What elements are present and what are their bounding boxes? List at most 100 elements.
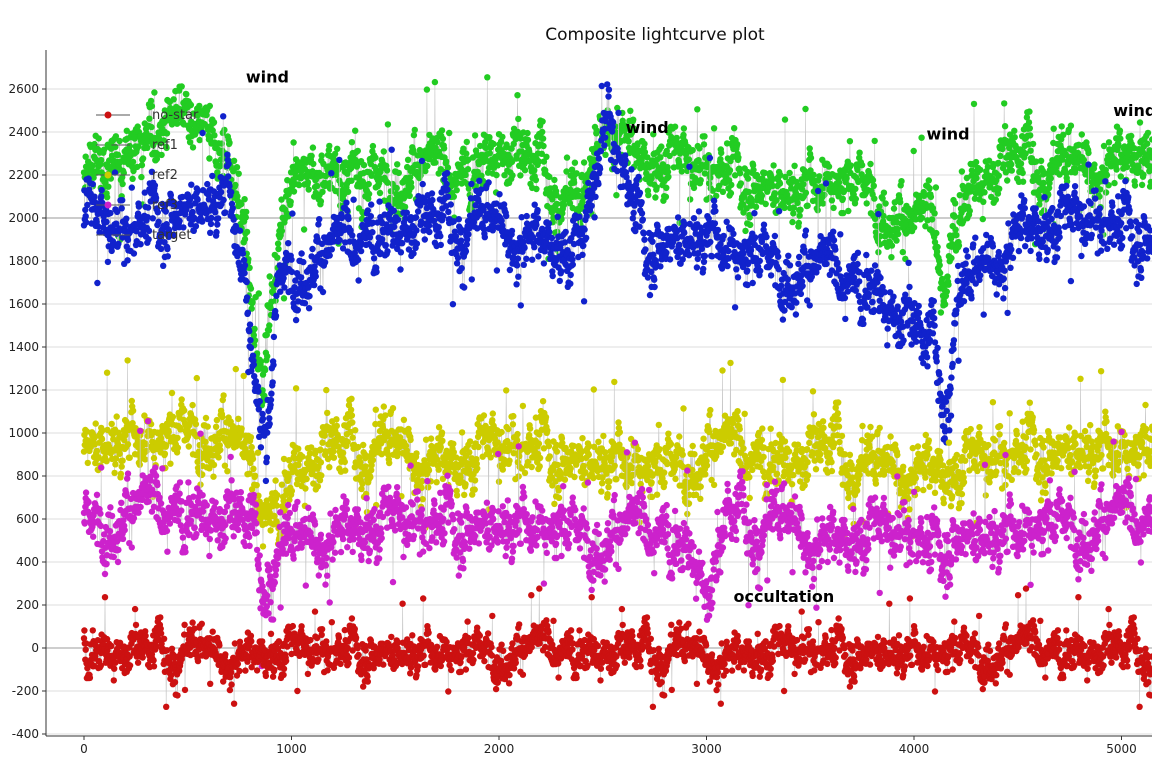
data-point-ref1 [1047,175,1055,182]
data-point-ref1 [645,191,652,199]
data-point-target [931,322,938,329]
data-point-ref1 [290,139,297,146]
data-point-target [212,209,219,216]
data-point-ref1 [797,206,804,213]
data-point-target [301,300,309,307]
data-point-target [930,308,937,315]
data-point-target [837,231,844,238]
data-point-target [751,210,758,217]
data-point-target [350,196,357,203]
data-point-target [521,244,528,252]
data-point-target [796,253,803,261]
data-point-ref1 [493,171,500,179]
data-point-ref1 [126,142,133,150]
data-point-target [931,315,938,322]
data-point-ref1 [103,194,111,201]
data-point-ref1 [828,197,836,204]
data-point-ref1 [613,192,620,199]
data-point-ref1 [580,159,588,166]
data-point-ref1 [1067,122,1075,129]
data-point-ref1 [800,181,807,188]
data-point-target [384,248,391,255]
data-point-target [1054,245,1061,252]
data-point-ref1 [460,145,467,152]
data-point-target [952,320,959,327]
data-point-target [747,247,755,254]
data-point-target [270,361,277,369]
data-point-ref1 [482,144,490,152]
data-point-target [756,257,763,265]
data-point-target [458,237,465,244]
data-point-ref1 [434,138,441,146]
data-point-target [900,337,907,344]
data-point-ref1 [217,162,224,169]
data-point-ref1 [1026,125,1034,132]
data-point-target [481,234,488,241]
data-point-ref1 [1058,123,1065,130]
data-point-ref1 [1040,179,1047,187]
data-point-target [382,242,389,249]
data-point-ref1 [290,188,298,195]
data-point-target [962,260,969,267]
data-point-target [948,374,955,381]
data-point-target [725,247,732,255]
data-point-ref1 [308,152,315,160]
data-point-target [444,186,451,193]
data-point-ref1 [839,195,846,202]
data-point-target [1053,254,1061,261]
data-point-target [757,267,764,275]
data-point-ref1 [404,156,412,163]
data-point-ref1 [664,164,671,171]
data-point-ref1 [431,78,439,86]
data-point-target [91,193,98,200]
data-point-ref1 [852,195,859,203]
data-point-ref1 [931,210,938,217]
data-point-target [394,216,402,223]
data-point-target [468,276,475,283]
data-point-target [905,259,912,266]
x-tick-label: 4000 [899,742,930,756]
data-point-ref1 [997,152,1004,160]
data-point-ref1 [123,127,130,134]
data-point-ref1 [794,199,801,207]
data-point-ref1 [1004,177,1011,184]
data-point-ref1 [163,130,171,137]
data-point-ref1 [158,151,165,159]
data-point-ref1 [758,192,766,199]
data-point-target [266,420,273,428]
data-point-target [321,259,329,266]
data-point-target [311,281,318,289]
data-point-ref1 [747,221,754,229]
data-point-target [118,205,125,212]
data-point-ref1 [563,154,571,161]
data-point-target [890,293,897,300]
data-point-ref1 [266,322,273,329]
x-tick-label: 5000 [1106,742,1137,756]
data-point-ref1 [852,185,859,193]
data-point-ref1 [1037,157,1045,164]
data-point-target [294,306,301,314]
data-point-ref1 [365,190,373,198]
data-point-ref1 [514,92,521,99]
data-point-ref1 [895,230,902,238]
data-point-target [447,201,454,208]
data-point-target [225,173,232,180]
data-point-target [1071,183,1079,190]
data-point-target [744,267,751,274]
data-point-target [693,264,701,271]
data-point-ref1 [272,297,279,304]
data-point-target [288,256,295,263]
data-point-target [775,253,782,260]
data-point-target [429,196,436,204]
data-point-target [1069,226,1077,233]
data-point-target [149,215,156,222]
data-point-target [103,218,110,226]
data-point-target [336,156,343,164]
y-tick-label: 1600 [8,297,39,311]
data-point-target [373,268,380,276]
data-point-ref1 [278,227,286,235]
data-point-target [137,241,144,248]
data-point-ref1 [196,136,203,144]
data-point-ref1 [274,240,282,247]
data-point-target [520,261,527,268]
